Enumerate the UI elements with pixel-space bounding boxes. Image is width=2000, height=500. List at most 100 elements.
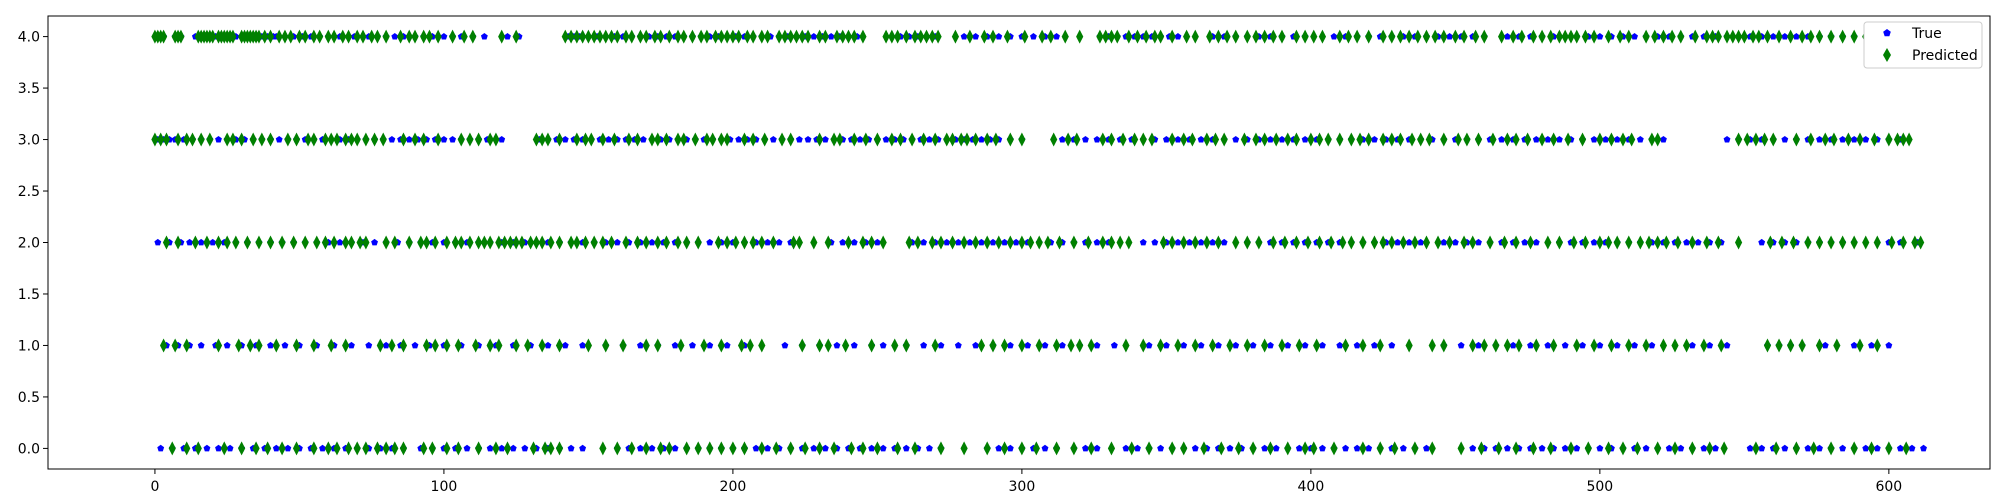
- data-point-predicted: [443, 235, 451, 250]
- x-tick-label: 500: [1586, 479, 1613, 495]
- data-point-predicted: [538, 235, 546, 250]
- data-point-predicted: [850, 29, 858, 44]
- data-point-predicted: [1292, 235, 1301, 250]
- data-point-predicted: [1018, 132, 1026, 147]
- data-point-predicted: [1200, 441, 1208, 456]
- data-point-true: [521, 444, 529, 452]
- data-point-true: [1792, 32, 1800, 40]
- data-point-predicted: [1550, 338, 1558, 353]
- data-point-predicted: [787, 441, 795, 456]
- data-point-true: [1700, 444, 1708, 452]
- data-point-predicted: [1509, 29, 1517, 44]
- data-point-predicted: [1495, 441, 1503, 456]
- data-point-predicted: [466, 235, 474, 250]
- data-point-true: [804, 135, 812, 143]
- data-point-true: [336, 238, 344, 246]
- data-point-predicted: [411, 29, 419, 44]
- data-point-true: [1532, 135, 1540, 143]
- data-point-true: [1446, 32, 1454, 40]
- data-point-predicted: [602, 338, 610, 353]
- data-point-true: [1272, 444, 1280, 452]
- data-point-predicted: [697, 29, 705, 44]
- data-point-predicted: [1006, 235, 1014, 250]
- data-point-predicted: [717, 29, 725, 44]
- data-point-true: [1024, 341, 1032, 349]
- data-point-predicted: [1006, 132, 1014, 147]
- data-point-true: [1706, 341, 1714, 349]
- data-point-predicted: [249, 132, 257, 147]
- data-point-true: [405, 135, 413, 143]
- data-point-predicted: [1191, 235, 1199, 250]
- data-point-predicted: [327, 338, 335, 353]
- data-point-predicted: [1671, 441, 1679, 456]
- data-point-predicted: [538, 338, 546, 353]
- data-point-predicted: [1512, 132, 1520, 147]
- data-point-predicted: [1125, 29, 1133, 44]
- data-point-true: [1908, 444, 1916, 452]
- data-point-true: [480, 32, 488, 40]
- data-point-true: [197, 238, 205, 246]
- data-point-predicted: [1529, 441, 1537, 456]
- data-point-predicted: [1269, 235, 1277, 250]
- legend-entry-predicted: Predicted: [1883, 48, 1978, 64]
- data-point-predicted: [157, 132, 165, 147]
- data-point-predicted: [688, 29, 697, 44]
- data-point-true: [272, 444, 280, 452]
- data-point-true: [1642, 444, 1650, 452]
- data-point-predicted: [628, 441, 636, 456]
- data-point-true: [1920, 444, 1927, 452]
- data-point-true: [706, 341, 714, 349]
- data-point-predicted: [379, 132, 387, 147]
- data-point-predicted: [654, 235, 662, 250]
- data-point-predicted: [1206, 29, 1214, 44]
- data-point-predicted: [359, 29, 367, 44]
- data-point-predicted: [1431, 29, 1439, 44]
- data-point-true: [1688, 341, 1696, 349]
- data-point-predicted: [1391, 441, 1399, 456]
- data-point-true: [1596, 32, 1604, 40]
- data-point-predicted: [448, 29, 457, 44]
- data-point-true: [463, 444, 471, 452]
- data-point-true: [873, 238, 881, 246]
- data-point-predicted: [1798, 29, 1806, 44]
- data-point-true: [637, 341, 644, 349]
- data-point-predicted: [434, 132, 442, 147]
- data-point-predicted: [1353, 29, 1361, 44]
- data-point-predicted: [607, 29, 616, 44]
- data-point-predicted: [1830, 132, 1838, 147]
- data-point-predicted: [694, 441, 702, 456]
- data-point-predicted: [798, 29, 806, 44]
- data-point-true: [1365, 444, 1373, 452]
- data-point-true: [1683, 238, 1690, 246]
- data-point-true: [1006, 444, 1014, 452]
- data-point-true: [605, 135, 613, 143]
- data-point-true: [1596, 444, 1604, 452]
- data-point-true: [827, 32, 835, 40]
- data-point-predicted: [330, 29, 338, 44]
- data-point-predicted: [1018, 235, 1026, 250]
- data-point-predicted: [1359, 441, 1367, 456]
- data-point-predicted: [1769, 132, 1777, 147]
- data-point-predicted: [151, 132, 159, 147]
- data-point-predicted: [873, 441, 881, 456]
- data-point-predicted: [1226, 338, 1234, 353]
- data-point-predicted: [1659, 29, 1668, 44]
- data-point-predicted: [662, 132, 671, 147]
- x-tick-label: 0: [150, 479, 159, 495]
- data-point-predicted: [815, 441, 824, 456]
- data-point-predicted: [235, 338, 243, 353]
- data-point-true: [567, 444, 575, 452]
- data-point-predicted: [801, 441, 809, 456]
- data-point-predicted: [1844, 132, 1852, 147]
- data-point-predicted: [1856, 132, 1864, 147]
- data-point-true: [1839, 444, 1847, 452]
- data-point-predicted: [1515, 338, 1523, 353]
- data-point-predicted: [602, 29, 610, 44]
- data-point-predicted: [1772, 441, 1780, 456]
- data-point-predicted: [434, 29, 442, 44]
- data-point-predicted: [388, 338, 396, 353]
- data-point-true: [1781, 135, 1789, 143]
- data-point-predicted: [579, 29, 587, 44]
- data-point-predicted: [399, 132, 408, 147]
- data-point-predicted: [1425, 132, 1433, 147]
